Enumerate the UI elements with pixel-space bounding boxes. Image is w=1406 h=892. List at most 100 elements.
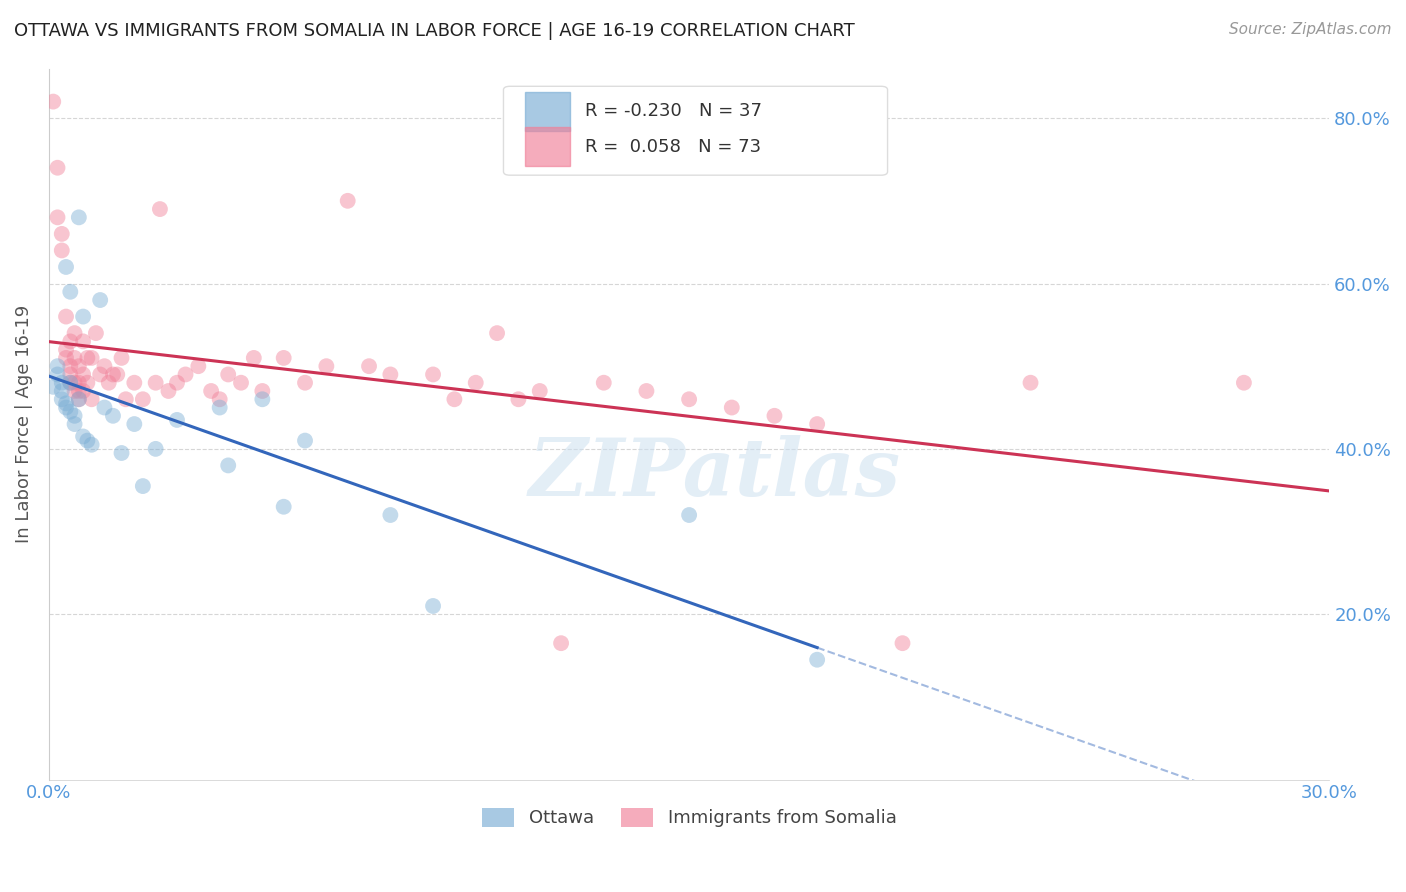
Point <box>42 380 65 394</box>
Text: ZIPatlas: ZIPatlas <box>529 435 901 513</box>
Point <box>208 401 231 415</box>
Point <box>380 368 402 382</box>
Point <box>67 359 90 374</box>
Point <box>217 368 239 382</box>
Point <box>550 636 572 650</box>
Point <box>229 376 252 390</box>
Point <box>678 392 700 407</box>
Point <box>63 351 86 365</box>
Bar <box>526 92 569 131</box>
Point <box>67 392 90 407</box>
Point <box>59 405 82 419</box>
Point <box>443 392 465 407</box>
Point <box>80 392 103 407</box>
Point <box>51 384 73 398</box>
Point <box>51 392 73 407</box>
Point <box>51 244 73 258</box>
Bar <box>526 128 569 166</box>
Point <box>166 413 188 427</box>
Text: OTTAWA VS IMMIGRANTS FROM SOMALIA IN LABOR FORCE | AGE 16-19 CORRELATION CHART: OTTAWA VS IMMIGRANTS FROM SOMALIA IN LAB… <box>14 22 855 40</box>
Point <box>101 368 124 382</box>
Point <box>55 343 77 357</box>
Point <box>806 653 828 667</box>
Point <box>72 310 94 324</box>
Point <box>145 442 167 456</box>
Point <box>63 376 86 390</box>
Point <box>63 409 86 423</box>
Point <box>51 227 73 241</box>
Point <box>55 351 77 365</box>
Point <box>315 359 337 374</box>
Y-axis label: In Labor Force | Age 16-19: In Labor Force | Age 16-19 <box>15 305 32 543</box>
Point <box>252 384 274 398</box>
Point <box>157 384 180 398</box>
Point <box>80 438 103 452</box>
Point <box>380 508 402 522</box>
Point <box>217 458 239 473</box>
Point <box>59 368 82 382</box>
Point <box>1019 376 1042 390</box>
Point <box>51 376 73 390</box>
Point <box>110 446 132 460</box>
Point <box>422 368 444 382</box>
Point <box>76 434 98 448</box>
Point <box>357 359 380 374</box>
Point <box>124 376 146 390</box>
Point <box>174 368 197 382</box>
Point <box>166 376 188 390</box>
Point <box>101 409 124 423</box>
Text: R =  0.058   N = 73: R = 0.058 N = 73 <box>585 137 762 156</box>
Point <box>294 376 316 390</box>
Point <box>678 508 700 522</box>
Point <box>59 376 82 390</box>
Point <box>529 384 551 398</box>
Point <box>67 211 90 225</box>
Point <box>63 417 86 431</box>
Point <box>67 376 90 390</box>
Point <box>89 293 111 307</box>
Point <box>55 260 77 274</box>
Point <box>46 161 69 175</box>
Point <box>145 376 167 390</box>
Point <box>59 334 82 349</box>
Point <box>93 401 115 415</box>
Point <box>59 376 82 390</box>
Point <box>132 479 155 493</box>
Point <box>110 351 132 365</box>
Point <box>422 599 444 613</box>
Point <box>67 384 90 398</box>
Point <box>93 359 115 374</box>
Legend: Ottawa, Immigrants from Somalia: Ottawa, Immigrants from Somalia <box>474 801 904 835</box>
Point <box>72 429 94 443</box>
Point <box>105 368 128 382</box>
Point <box>97 376 120 390</box>
Point <box>208 392 231 407</box>
Point <box>89 368 111 382</box>
Point <box>72 334 94 349</box>
Point <box>63 384 86 398</box>
Point <box>149 202 172 216</box>
Point <box>294 434 316 448</box>
Point <box>720 401 742 415</box>
Point <box>46 211 69 225</box>
Point <box>486 326 509 340</box>
Point <box>806 417 828 431</box>
Point <box>187 359 209 374</box>
Point <box>592 376 614 390</box>
Text: R = -0.230   N = 37: R = -0.230 N = 37 <box>585 103 762 120</box>
Point <box>46 359 69 374</box>
Point <box>273 500 295 514</box>
Point <box>76 376 98 390</box>
Point <box>1233 376 1256 390</box>
Point <box>464 376 486 390</box>
Point <box>336 194 359 208</box>
Point <box>42 95 65 109</box>
Point <box>891 636 914 650</box>
Point <box>636 384 658 398</box>
Point <box>508 392 530 407</box>
Point <box>80 351 103 365</box>
Point <box>67 392 90 407</box>
Point <box>200 384 222 398</box>
FancyBboxPatch shape <box>503 87 887 175</box>
Point <box>76 351 98 365</box>
